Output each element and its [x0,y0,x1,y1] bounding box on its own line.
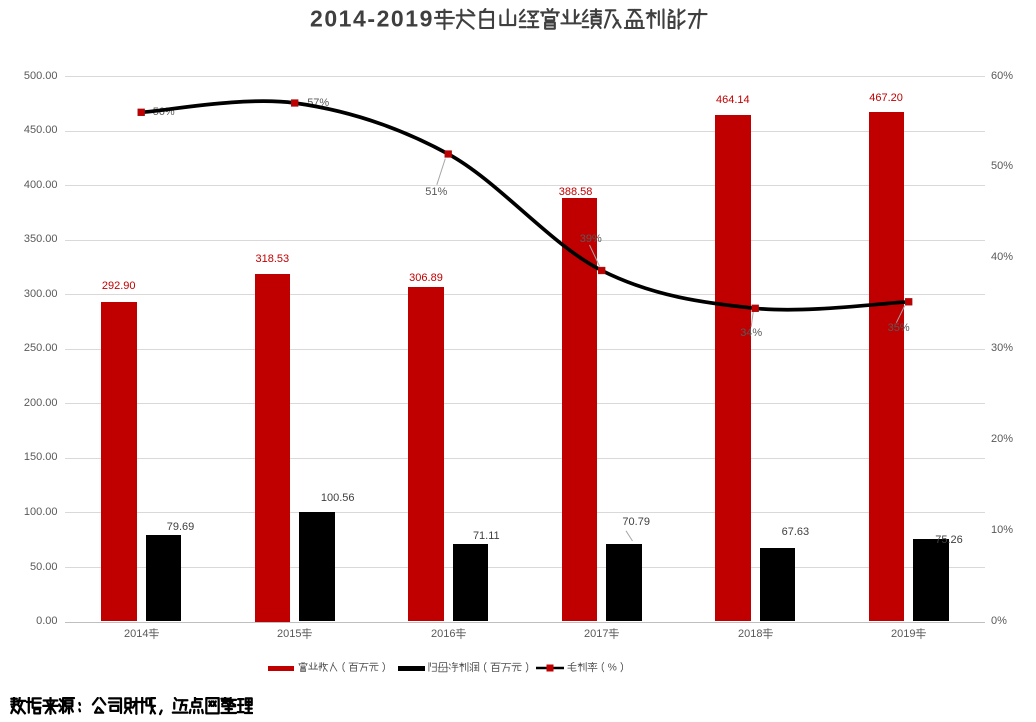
svg-text:2014: 2014 [124,628,148,640]
svg-text:2014-2019: 2014-2019 [310,8,434,31]
svg-text:2017: 2017 [584,628,608,640]
svg-text:2018: 2018 [738,628,762,640]
svg-text:2019: 2019 [891,628,915,640]
svg-text:%: % [607,662,616,672]
svg-text:2016: 2016 [431,628,455,640]
svg-text:2015: 2015 [277,628,301,640]
